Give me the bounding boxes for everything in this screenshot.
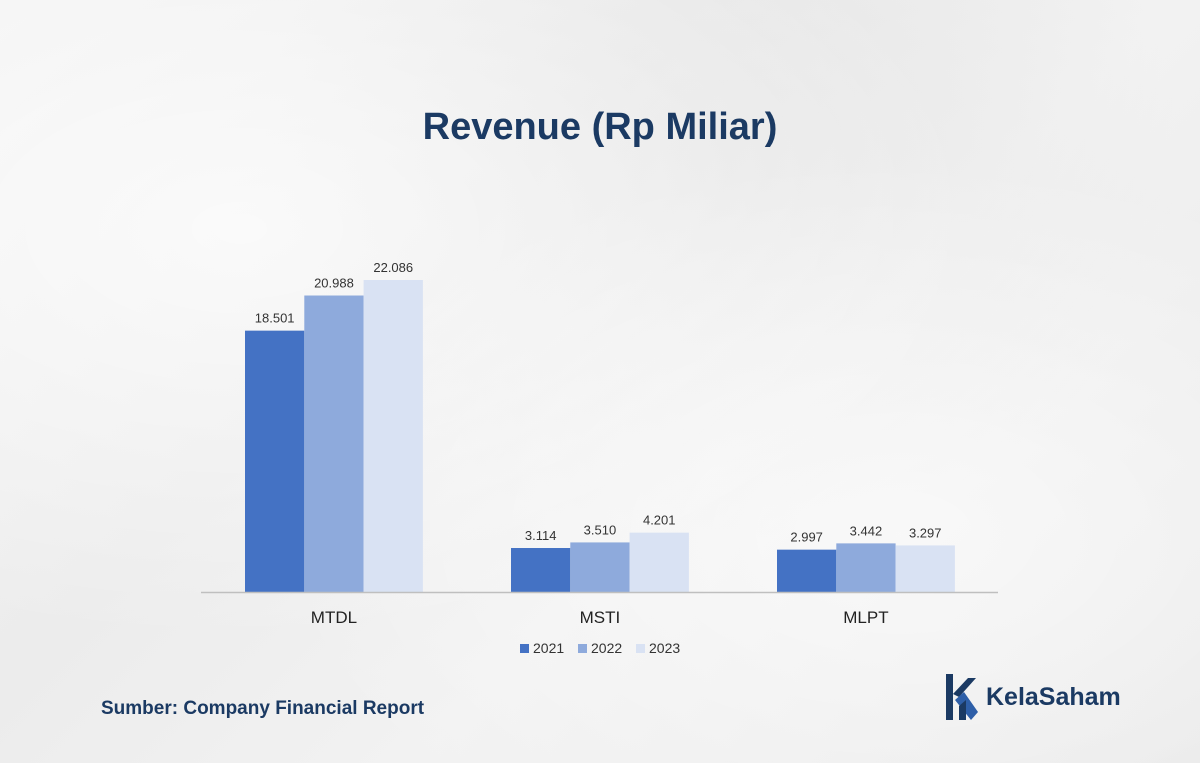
bar-mtdl-2021 [245,330,305,592]
bar-value-label: 22.086 [373,260,413,275]
bar-value-label: 3.510 [584,522,617,537]
category-label-mlpt: MLPT [843,608,888,627]
brand-name: KelaSaham [986,682,1121,711]
bar-value-label: 4.201 [643,513,676,528]
bar-mtdl-2023 [363,280,423,592]
bar-mlpt-2022 [836,543,896,592]
source-note: Sumber: Company Financial Report [101,698,425,719]
legend-label-2022: 2022 [591,640,622,656]
category-label-msti: MSTI [580,608,621,627]
bar-value-label: 3.114 [525,528,557,543]
legend-swatch-2021 [520,644,529,653]
brand-logo: KelaSaham [942,672,1121,722]
bar-mlpt-2021 [777,549,837,592]
legend: 2021 2022 2023 [520,640,680,656]
bars-group [245,280,955,592]
legend-swatch-2022 [578,644,587,653]
kelasaham-logo-icon [946,674,978,720]
category-labels-group: MTDL MSTI MLPT [311,608,889,627]
category-label-mtdl: MTDL [311,608,357,627]
legend-label-2021: 2021 [533,640,564,656]
bar-msti-2021 [511,548,571,592]
bar-msti-2022 [570,542,630,592]
bar-value-label: 3.442 [850,523,883,538]
bar-labels-group: 18.501 20.988 22.086 3.114 3.510 4.201 2.997 3.… [255,260,942,545]
bar-mlpt-2023 [895,545,955,592]
bar-value-label: 2.997 [790,530,823,545]
bar-msti-2023 [629,532,689,592]
chart-title: Revenue (Rp Miliar) [422,106,778,148]
legend-label-2023: 2023 [649,640,680,656]
legend-swatch-2023 [636,644,645,653]
bar-mtdl-2022 [304,295,364,592]
bar-value-label: 3.297 [909,525,942,540]
bar-value-label: 20.988 [314,276,354,291]
bar-value-label: 18.501 [255,311,295,326]
